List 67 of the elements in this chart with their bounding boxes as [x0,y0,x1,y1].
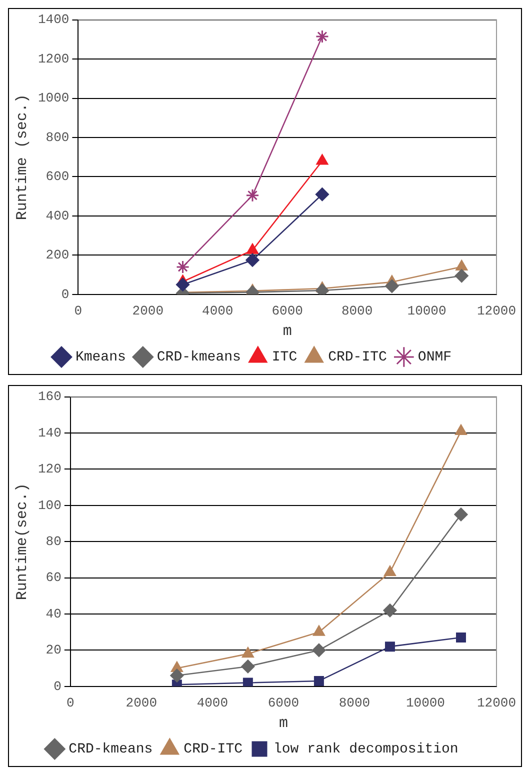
point [455,424,467,435]
point [170,668,184,682]
y-tick-label: 160 [38,389,62,404]
point [176,278,190,292]
point [454,269,468,283]
x-tick-label: 4000 [202,304,234,319]
point [241,660,255,674]
legend-label: Kmeans [75,350,126,366]
point [316,154,328,165]
x-tick-label: 8000 [338,696,370,711]
x-tick-label: 2000 [126,696,158,711]
point [454,508,468,522]
legend-label: low rank decomposition [273,742,458,758]
y-tick-label: 0 [61,286,70,302]
y-tick-label: 20 [46,642,62,658]
point [315,30,329,44]
point [383,604,397,618]
x-tick-label: 4000 [196,696,228,711]
x-tick-label: 10000 [407,304,446,319]
point [312,643,326,657]
x-tick-label: 6000 [272,304,303,319]
y-axis-title: Runtime(sec.) [14,483,31,600]
point [246,253,260,267]
point [242,647,254,658]
legend-label: CRD-kmeans [68,742,153,758]
point [246,244,258,254]
point [314,676,324,686]
y-tick-label: 80 [46,534,62,550]
y-tick-label: 140 [38,425,62,440]
x-tick-label: 12000 [476,696,516,711]
x-tick-label: 2000 [132,304,164,319]
point [456,260,468,270]
y-tick-label: 1400 [38,12,70,28]
x-axis-title: m [282,322,292,340]
y-tick-label: 0 [54,678,62,694]
y-axis-title: Runtime (sec.) [14,94,31,220]
x-tick-label: 10000 [406,696,445,711]
x-tick-label: 6000 [268,696,300,711]
y-tick-label: 40 [46,606,62,622]
y-tick-label: 600 [46,169,70,184]
x-axis-title: m [278,714,288,732]
y-tick-label: 1000 [38,90,70,106]
y-tick-label: 120 [38,462,62,477]
y-tick-label: 100 [38,498,62,513]
legend-label: CRD-ITC [184,742,242,758]
legend-label: ONMF [418,350,452,366]
point [315,284,329,294]
x-tick-label: 8000 [341,304,373,319]
point [385,279,399,293]
y-tick-label: 400 [46,208,70,224]
point [456,632,466,643]
point [242,678,253,686]
point [246,188,260,202]
point [384,566,396,576]
point [313,625,325,636]
legend-label: CRD-kmeans [156,350,241,366]
x-tick-label: 12000 [476,304,516,319]
point [384,642,395,652]
legend-label: CRD-ITC [328,350,387,366]
y-tick-label: 60 [46,570,62,586]
x-tick-label: 0 [74,304,82,319]
y-tick-label: 800 [46,130,70,145]
legend-label: ITC [272,350,298,366]
y-tick-label: 200 [46,248,70,263]
point [315,188,329,202]
point [176,260,190,274]
y-tick-label: 1200 [38,51,70,66]
